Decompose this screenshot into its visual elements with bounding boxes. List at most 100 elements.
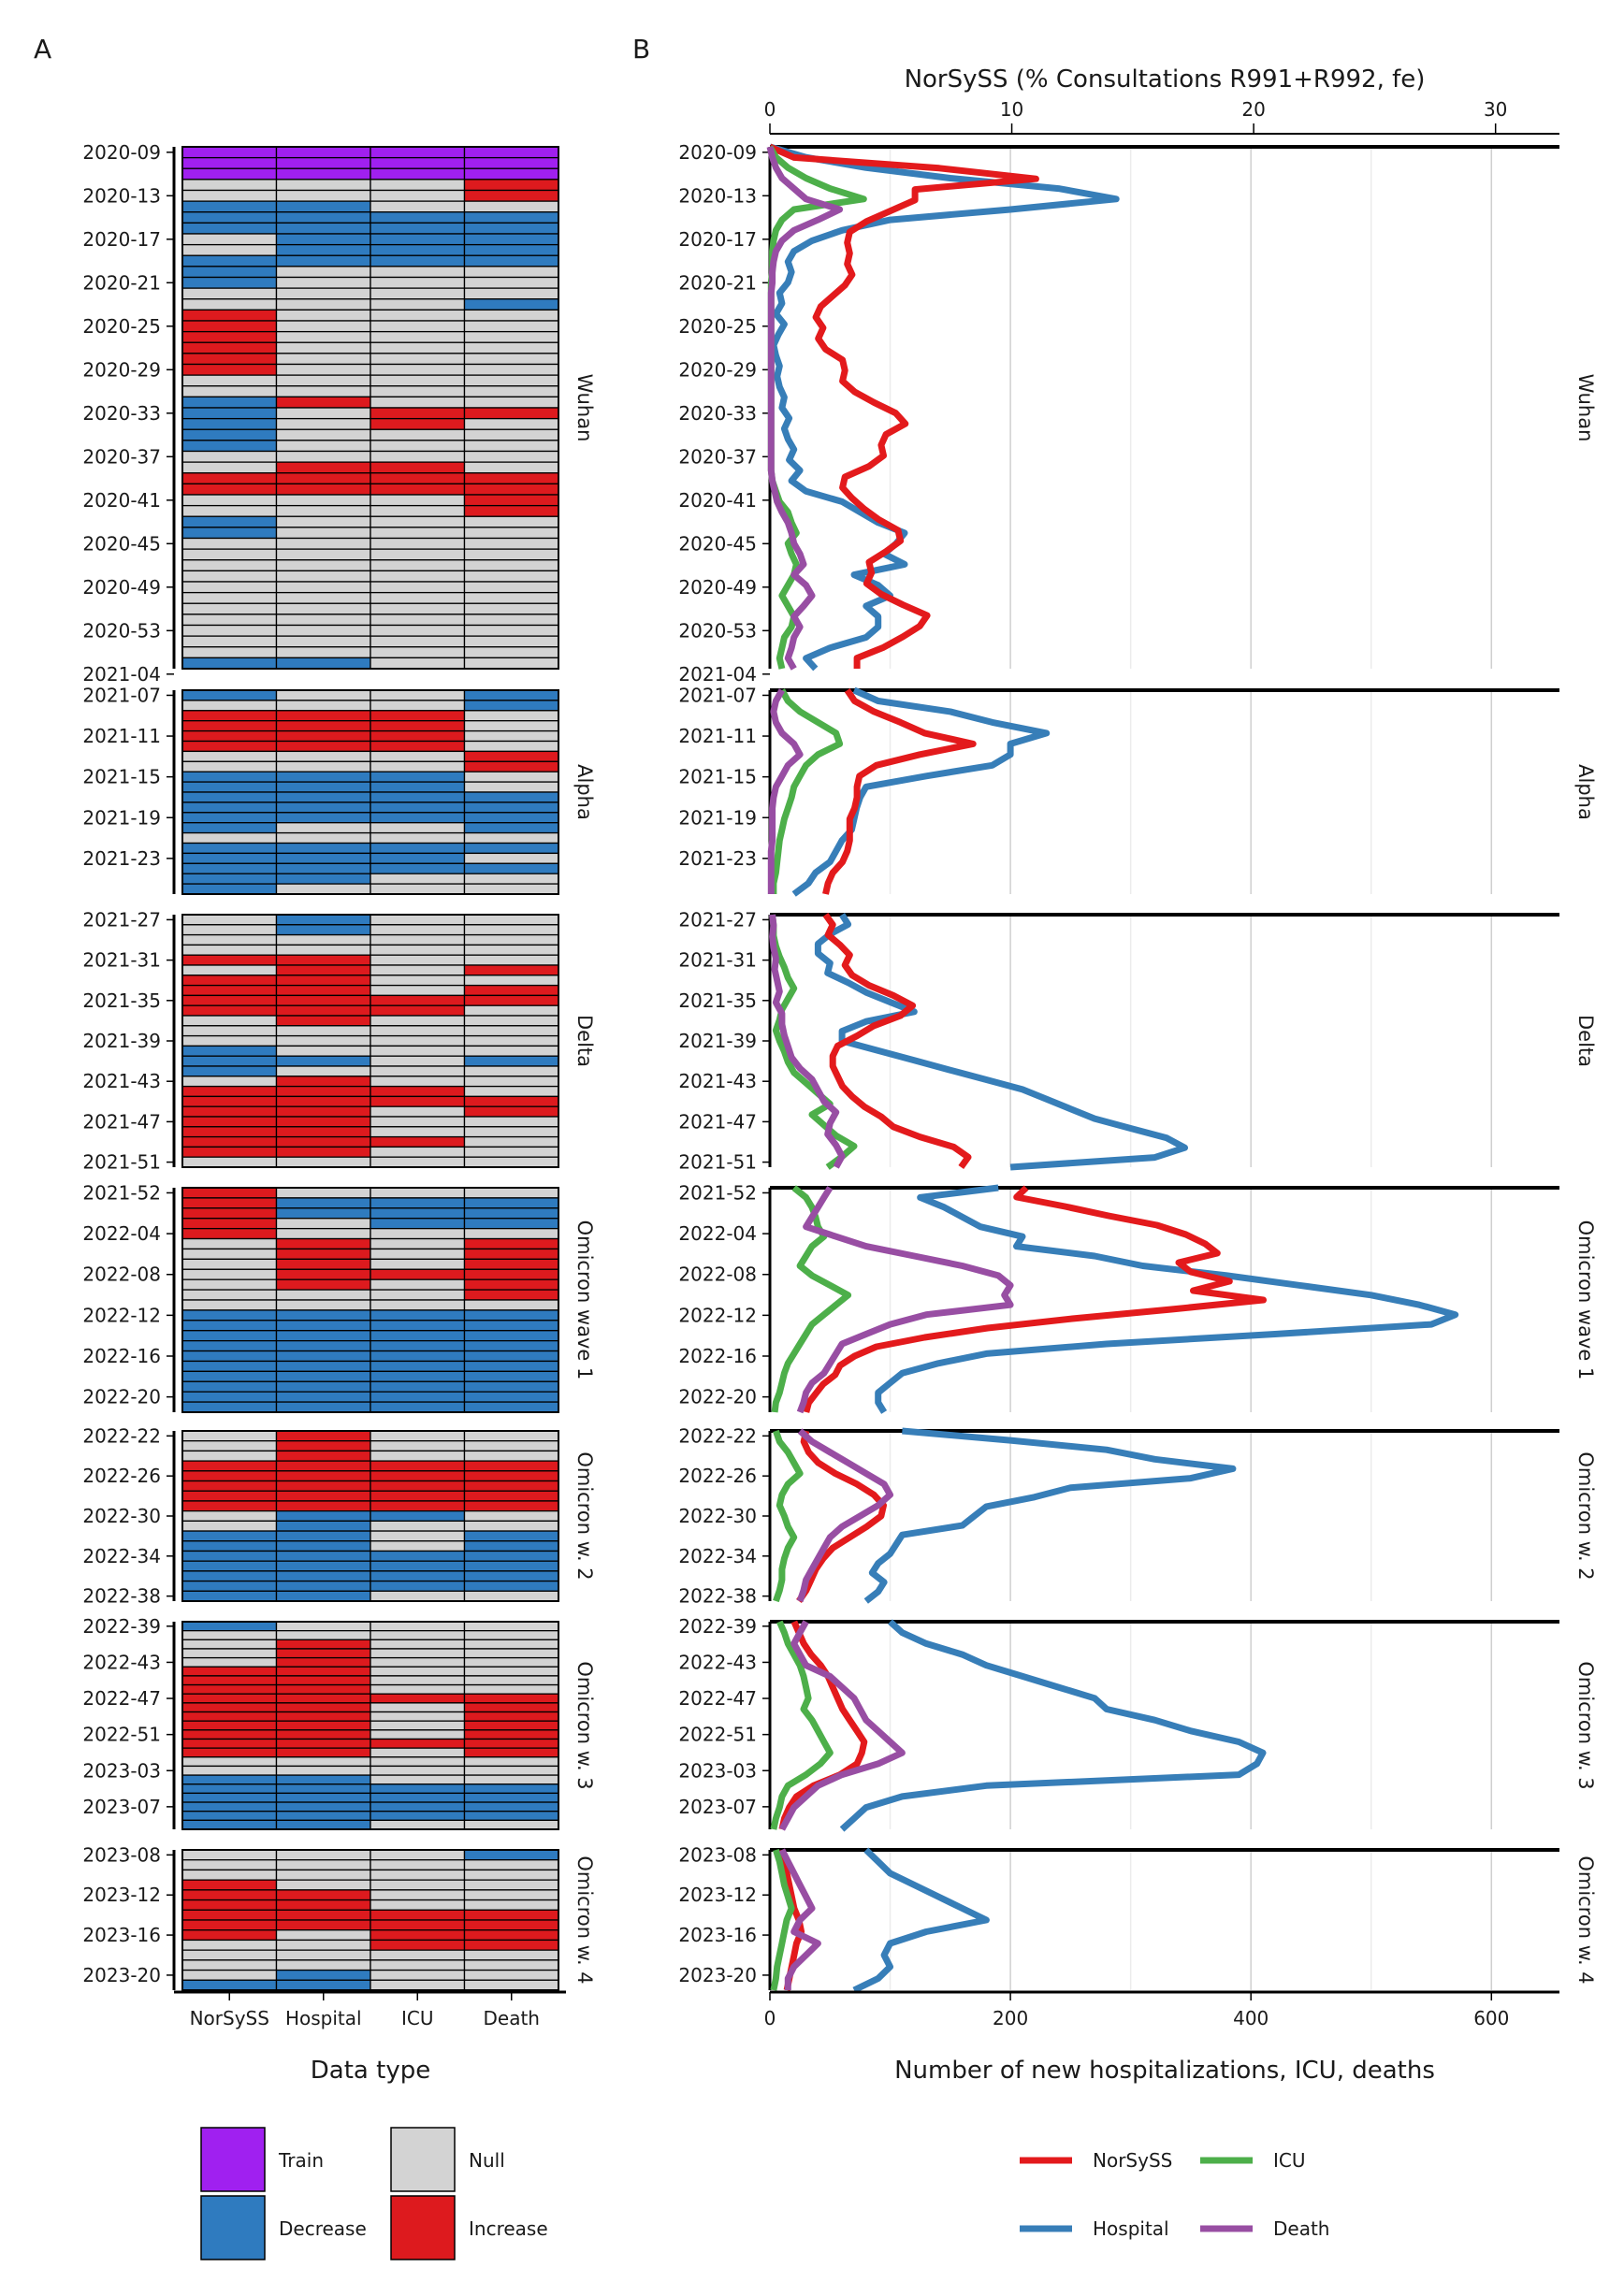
heatmap-cell <box>181 243 278 256</box>
heatmap-cell <box>275 266 371 279</box>
y-tick-label: 2021-31 <box>82 949 161 972</box>
heatmap-cell <box>463 862 559 874</box>
heatmap-cell <box>181 1401 278 1413</box>
heatmap-cell <box>463 1648 559 1659</box>
heatmap-cell <box>370 1879 466 1891</box>
heatmap-cell <box>275 954 371 966</box>
heatmap-cell <box>463 1879 559 1891</box>
heatmap-cell <box>370 933 466 946</box>
heatmap-cell <box>463 1237 559 1250</box>
heatmap-cell <box>275 1480 371 1492</box>
heatmap-cell <box>181 700 278 712</box>
heatmap-cell <box>275 1909 371 1921</box>
heatmap-cell <box>275 276 371 289</box>
heatmap-cell <box>463 614 559 627</box>
top-x-tick-label: 10 <box>1000 98 1023 121</box>
heatmap-cell <box>181 1656 278 1668</box>
y-tick-label: 2022-12 <box>82 1304 161 1326</box>
heatmap-cell <box>463 964 559 976</box>
heatmap-cell <box>463 1738 559 1749</box>
heatmap-cell <box>181 1959 278 1971</box>
series-line-icu <box>770 1620 834 1830</box>
heatmap-cell <box>181 1774 278 1785</box>
heatmap-cell <box>181 614 278 627</box>
heatmap-cell <box>463 1207 559 1220</box>
heatmap-cell <box>275 1470 371 1482</box>
y-tick-label: 2020-13 <box>678 184 757 207</box>
y-tick-label: 2022-30 <box>678 1505 757 1527</box>
heatmap-cell <box>181 710 278 722</box>
heatmap-cell <box>181 1550 278 1562</box>
heatmap-cell <box>181 189 278 202</box>
heatmap-cell <box>463 189 559 202</box>
heatmap-cell <box>275 1015 371 1027</box>
heatmap-cell <box>370 1248 466 1261</box>
heatmap-cell <box>370 1756 466 1768</box>
heatmap-cell <box>370 1919 466 1931</box>
heatmap-cell <box>181 1520 278 1532</box>
heatmap-cell <box>463 1949 559 1961</box>
legend-swatch <box>390 2127 456 2192</box>
heatmap-cell <box>275 1560 371 1572</box>
heatmap-cell <box>370 1859 466 1871</box>
y-tick-label: 2020-45 <box>678 532 757 555</box>
heatmap-cell <box>463 822 559 834</box>
y-tick-label: 2022-26 <box>678 1465 757 1487</box>
heatmap-cell <box>370 330 466 343</box>
y-tick-label: 2020-09 <box>82 141 161 164</box>
legend-label: ICU <box>1273 2149 1306 2172</box>
heatmap-cell <box>181 1085 278 1098</box>
heatmap-cell <box>275 710 371 722</box>
heatmap-cell <box>275 1268 371 1280</box>
heatmap-cell <box>275 1248 371 1261</box>
heatmap-cell <box>463 1289 559 1301</box>
heatmap-cell <box>463 791 559 803</box>
heatmap-cell <box>275 1330 371 1342</box>
y-tick-label: 2022-20 <box>678 1386 757 1408</box>
heatmap-cell <box>181 179 278 192</box>
heatmap-cell <box>370 1227 466 1240</box>
heatmap-cell <box>463 1939 559 1951</box>
heatmap-cell <box>181 1756 278 1768</box>
heatmap-cell <box>370 1630 466 1640</box>
heatmap-cell <box>370 1034 466 1047</box>
heatmap-cell <box>275 1440 371 1452</box>
y-tick-label: 2022-22 <box>82 1424 161 1447</box>
heatmap-cell <box>275 1105 371 1118</box>
heatmap-cell <box>463 461 559 474</box>
heatmap-cell <box>370 504 466 517</box>
heatmap-cell <box>275 964 371 976</box>
heatmap-cell <box>463 740 559 753</box>
heatmap-cell <box>181 720 278 732</box>
heatmap-cell <box>370 1309 466 1321</box>
heatmap-cell <box>463 1490 559 1502</box>
y-tick-label: 2023-03 <box>82 1759 161 1782</box>
heatmap-cell <box>463 167 559 181</box>
heatmap-cell <box>370 1747 466 1758</box>
heatmap-cell <box>370 1146 466 1158</box>
heatmap-cell <box>370 1289 466 1301</box>
heatmap-cell <box>275 831 371 845</box>
heatmap-cell <box>181 1849 278 1861</box>
heatmap-cell <box>181 461 278 474</box>
heatmap-cell <box>463 1380 559 1393</box>
heatmap-cell <box>275 944 371 956</box>
heatmap-cell <box>370 1979 466 1991</box>
heatmap-cell <box>463 1268 559 1280</box>
heatmap-cell <box>463 233 559 246</box>
facet-label: Omicron wave 1 <box>573 1220 596 1380</box>
heatmap-cell <box>181 1711 278 1722</box>
y-tick-label: 2022-51 <box>82 1724 161 1746</box>
facet-label: Omicron w. 2 <box>1574 1451 1597 1580</box>
y-tick-label: 2022-38 <box>678 1585 757 1608</box>
y-tick-label: 2023-12 <box>678 1884 757 1906</box>
heatmap-cell <box>370 1025 466 1037</box>
heatmap-cell <box>275 330 371 343</box>
heatmap-cell <box>181 1899 278 1911</box>
series-line-norsyss <box>822 912 972 1170</box>
facet-border <box>181 1430 559 1602</box>
heatmap-cell <box>181 883 278 895</box>
heatmap-cell <box>463 635 559 648</box>
top-x-tick-label: 0 <box>764 98 776 121</box>
heatmap-cell <box>181 1648 278 1659</box>
